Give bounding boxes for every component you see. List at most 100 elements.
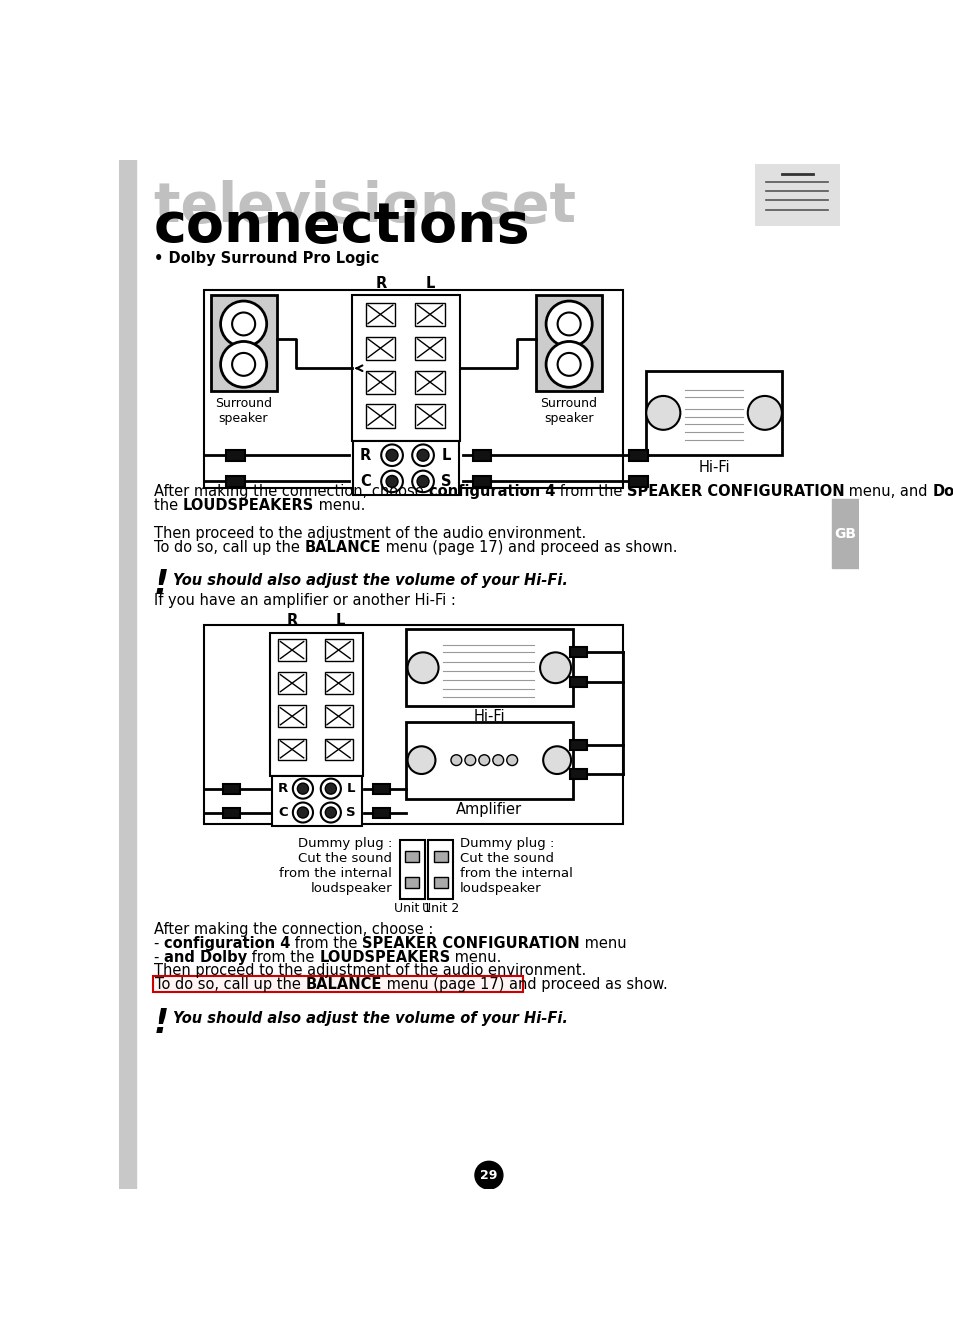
- Text: and Dolby: and Dolby: [164, 950, 247, 965]
- Bar: [353, 441, 458, 496]
- Bar: [570, 740, 587, 749]
- Circle shape: [645, 395, 679, 430]
- Text: BALANCE: BALANCE: [305, 978, 381, 993]
- Bar: [415, 405, 444, 428]
- Text: R: R: [375, 277, 386, 291]
- Circle shape: [493, 755, 503, 766]
- Bar: [226, 450, 245, 461]
- Text: SPEAKER CONFIGURATION: SPEAKER CONFIGURATION: [362, 935, 579, 951]
- Circle shape: [747, 395, 781, 430]
- Bar: [223, 807, 240, 818]
- Circle shape: [320, 803, 340, 823]
- Text: R: R: [286, 613, 297, 628]
- Bar: [754, 164, 840, 226]
- Text: menu (page 17) and proceed as show.: menu (page 17) and proceed as show.: [381, 978, 667, 993]
- Bar: [365, 303, 395, 326]
- Bar: [415, 337, 444, 359]
- Text: Then proceed to the adjustment of the audio environment.: Then proceed to the adjustment of the au…: [154, 526, 586, 541]
- Circle shape: [412, 445, 434, 466]
- Circle shape: [464, 755, 476, 766]
- Text: !: !: [154, 568, 170, 601]
- Text: C: C: [360, 474, 371, 489]
- Text: L: L: [335, 613, 344, 628]
- Text: Dummy plug :
Cut the sound
from the internal
loudspeaker: Dummy plug : Cut the sound from the inte…: [459, 838, 573, 895]
- Circle shape: [325, 807, 336, 818]
- Bar: [434, 878, 447, 888]
- Circle shape: [320, 779, 340, 799]
- Bar: [570, 770, 587, 779]
- Circle shape: [506, 755, 517, 766]
- Text: L: L: [441, 448, 451, 462]
- Circle shape: [220, 342, 267, 387]
- Circle shape: [293, 779, 313, 799]
- Text: To do so, call up the: To do so, call up the: [154, 978, 305, 993]
- Text: from the: from the: [291, 935, 362, 951]
- Text: Unit 1: Unit 1: [394, 902, 431, 915]
- Text: After making the connection, choose: After making the connection, choose: [154, 484, 428, 498]
- Bar: [415, 370, 444, 394]
- Text: SPEAKER CONFIGURATION: SPEAKER CONFIGURATION: [626, 484, 843, 498]
- Circle shape: [545, 301, 592, 347]
- Bar: [324, 639, 353, 661]
- Text: !: !: [154, 1006, 170, 1039]
- Bar: [629, 476, 647, 486]
- Text: S: S: [346, 806, 355, 819]
- Bar: [324, 739, 353, 760]
- Circle shape: [407, 747, 435, 774]
- Bar: [226, 476, 245, 486]
- Text: R: R: [359, 448, 371, 462]
- Text: from the: from the: [247, 950, 319, 965]
- Bar: [278, 739, 306, 760]
- Text: menu: menu: [579, 935, 626, 951]
- Circle shape: [381, 470, 402, 492]
- Bar: [399, 840, 424, 899]
- Bar: [278, 672, 306, 693]
- Text: from the: from the: [555, 484, 626, 498]
- Circle shape: [557, 313, 580, 335]
- Text: You should also adjust the volume of your Hi-Fi.: You should also adjust the volume of you…: [173, 573, 568, 588]
- Bar: [365, 337, 395, 359]
- Text: Amplifier: Amplifier: [456, 802, 522, 816]
- Bar: [472, 450, 491, 461]
- Text: To do so, call up the: To do so, call up the: [154, 540, 304, 554]
- Text: menu, and: menu, and: [843, 484, 932, 498]
- Bar: [536, 295, 601, 391]
- Circle shape: [381, 445, 402, 466]
- Bar: [324, 705, 353, 727]
- Circle shape: [416, 476, 429, 488]
- Circle shape: [412, 470, 434, 492]
- Circle shape: [542, 747, 571, 774]
- Text: 29: 29: [479, 1169, 497, 1181]
- Bar: [204, 625, 622, 824]
- Bar: [428, 840, 453, 899]
- Text: menu.: menu.: [450, 950, 501, 965]
- Text: Dolby: Dolby: [932, 484, 953, 498]
- Bar: [406, 721, 572, 799]
- Bar: [211, 295, 276, 391]
- Text: connections: connections: [154, 200, 530, 254]
- Bar: [472, 476, 491, 486]
- Circle shape: [297, 783, 308, 794]
- Text: Hi-Fi: Hi-Fi: [698, 460, 729, 474]
- Bar: [270, 633, 363, 776]
- Circle shape: [325, 783, 336, 794]
- Text: L: L: [346, 782, 355, 795]
- Text: Surround
speaker: Surround speaker: [214, 398, 272, 425]
- Circle shape: [475, 1161, 502, 1189]
- Bar: [645, 370, 781, 456]
- Text: C: C: [277, 806, 287, 819]
- Text: BALANCE: BALANCE: [304, 540, 380, 554]
- Text: Then proceed to the adjustment of the audio environment.: Then proceed to the adjustment of the au…: [154, 963, 586, 978]
- Text: L: L: [426, 277, 435, 291]
- Circle shape: [386, 449, 397, 461]
- Bar: [352, 295, 459, 441]
- Text: -: -: [154, 950, 164, 965]
- Circle shape: [478, 755, 489, 766]
- Bar: [365, 405, 395, 428]
- Text: television set: television set: [154, 179, 576, 234]
- Circle shape: [297, 807, 308, 818]
- Circle shape: [232, 353, 254, 375]
- Bar: [278, 639, 306, 661]
- Bar: [570, 676, 587, 687]
- Circle shape: [451, 755, 461, 766]
